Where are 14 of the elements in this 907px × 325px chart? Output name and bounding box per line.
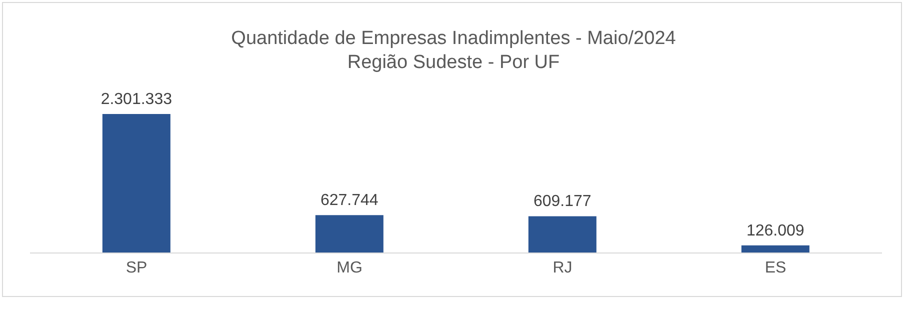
chart-title: Quantidade de Empresas Inadimplentes - Maio/2024 [230,27,677,51]
bar [315,215,384,253]
x-tick-label: SP [126,259,148,276]
x-tick-label: MG [336,259,362,276]
data-label: 126.009 [746,222,804,240]
data-label: 2.301.333 [100,91,172,108]
bar [741,245,810,253]
x-tick-label: ES [764,259,786,276]
data-label: 627.744 [320,192,378,210]
bar [528,216,596,253]
bar [102,114,170,253]
chart-subtitle: Região Sudeste - Por UF [346,51,561,75]
data-label: 609.177 [534,193,592,210]
x-tick-label: RJ [552,259,572,276]
